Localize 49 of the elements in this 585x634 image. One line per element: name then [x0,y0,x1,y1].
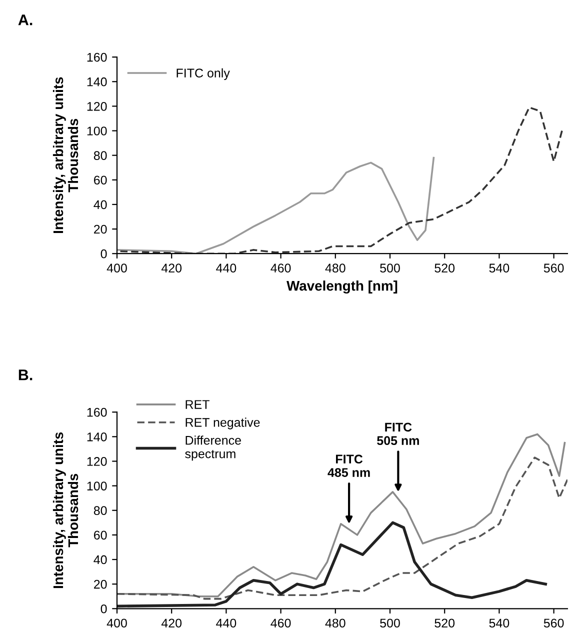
x-tick-label: 480 [325,618,346,628]
y-tick-label: 160 [87,408,107,417]
y-tick-label: 60 [94,530,107,540]
x-tick-label: 460 [270,618,291,628]
x-tick-label: 560 [544,618,564,628]
y-tick-label: 40 [94,200,107,210]
x-tick-label: 500 [380,618,400,628]
line-series [117,156,435,254]
x-tick-label: 500 [380,264,400,273]
x-tick-label: 400 [106,618,127,628]
x-tick-label: 440 [216,264,236,273]
y-tick-label: 120 [87,457,107,466]
x-tick-label: 440 [216,618,236,628]
y-tick-label: 140 [87,432,107,442]
y-tick-label: 80 [94,506,107,516]
y-tick-label: 140 [87,77,107,86]
y-tick-label: 0 [100,249,107,258]
annotation: FITC 505 nm [377,422,419,446]
y-tick-label: 100 [87,126,107,136]
x-tick-label: 420 [161,264,182,273]
annotation: FITC 485 nm [328,454,370,477]
x-tick-label: 540 [489,618,510,628]
y-tick-label: 120 [87,102,107,111]
y-tick-label: 80 [94,151,107,160]
line-series [117,521,547,608]
x-axis-title: Wavelength [nm] [286,280,398,294]
y-axis-title: Intensity, arbitrary units Thousands [52,77,78,233]
x-tick-label: 560 [544,264,564,273]
y-tick-label: 160 [87,52,107,62]
y-tick-label: 0 [100,604,107,614]
legend-label: RET negative [186,418,260,430]
chart-title: A. [18,14,32,26]
chart-title: B. [18,370,32,380]
legend-label: Difference spectrum [185,436,241,461]
y-tick-label: 20 [94,580,107,589]
x-tick-label: 400 [106,264,127,273]
legend-label: RET [186,400,210,409]
x-tick-label: 480 [325,264,346,273]
x-tick-label: 540 [489,264,510,273]
x-tick-label: 520 [434,264,455,273]
y-tick-label: 40 [94,555,107,564]
x-tick-label: 460 [270,264,291,273]
y-tick-label: 20 [94,224,107,234]
y-axis-title: Intensity, arbitrary units Thousands [52,432,78,588]
legend-label: FITC only [176,68,230,80]
y-tick-label: 100 [87,482,107,490]
y-tick-label: 60 [94,176,107,185]
x-tick-label: 520 [434,618,455,628]
x-tick-label: 420 [161,618,182,628]
